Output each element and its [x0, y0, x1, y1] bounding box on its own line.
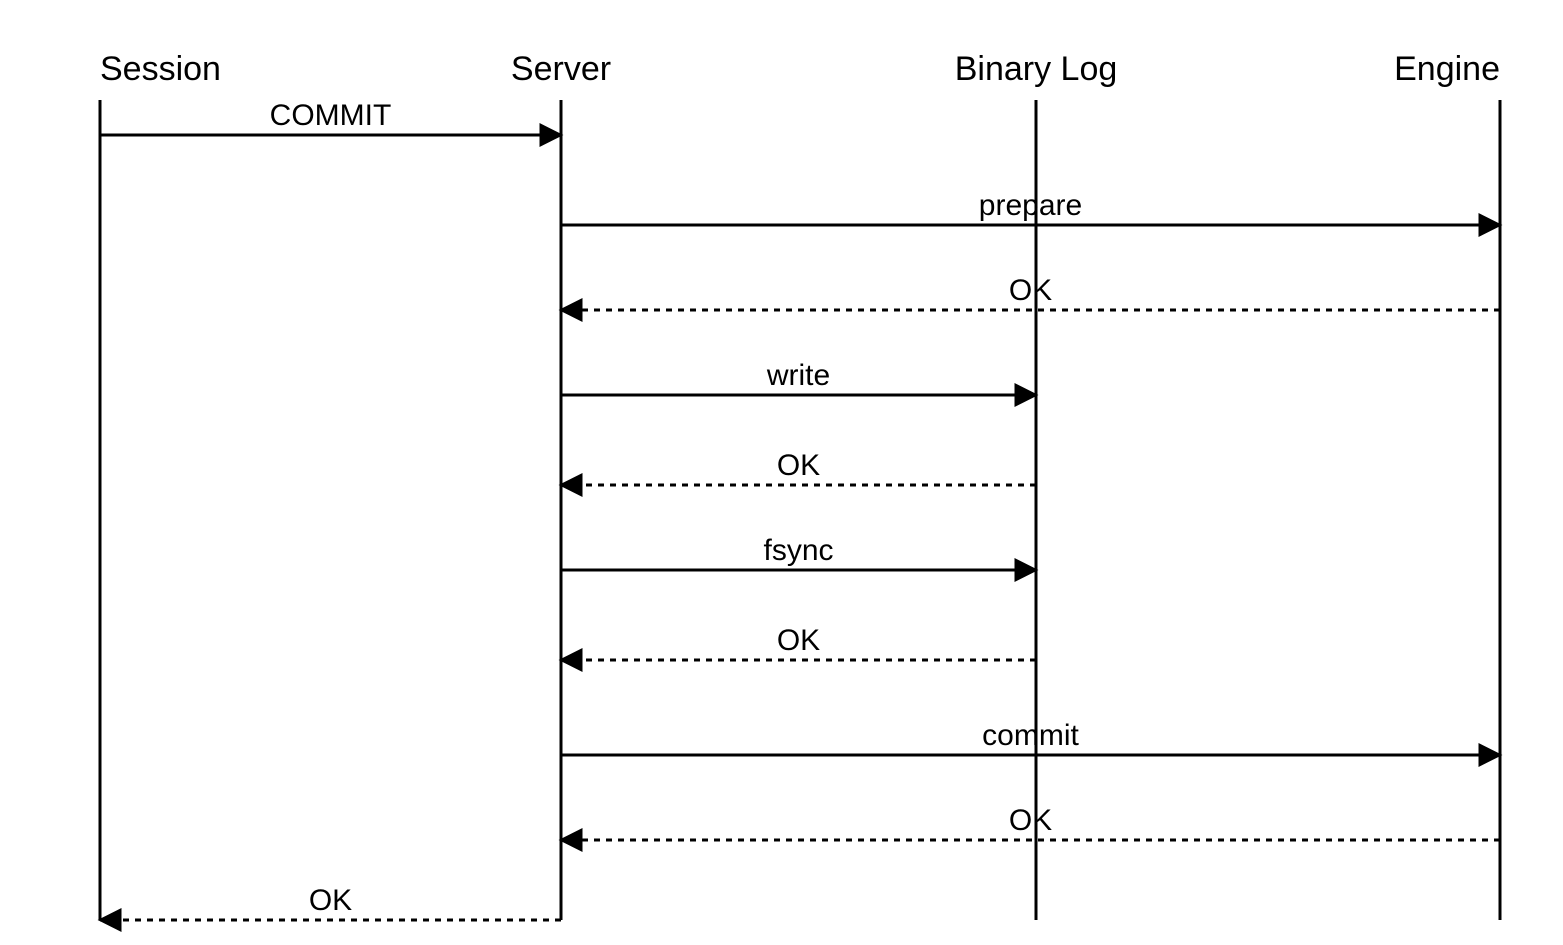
message-label-0: COMMIT: [270, 99, 392, 132]
participant-label-session: Session: [100, 50, 221, 88]
message-label-1: prepare: [979, 189, 1082, 222]
message-label-7: commit: [982, 719, 1079, 752]
message-label-4: OK: [777, 449, 820, 482]
message-label-3: write: [766, 359, 830, 392]
message-label-2: OK: [1009, 274, 1052, 307]
message-label-9: OK: [309, 884, 352, 917]
message-label-8: OK: [1009, 804, 1052, 837]
message-label-6: OK: [777, 624, 820, 657]
message-label-5: fsync: [763, 534, 833, 567]
sequence-diagram: Session Server Binary Log Engine COMMIT prepa…: [0, 0, 1563, 945]
participant-label-engine: Engine: [1394, 50, 1500, 88]
participant-label-binarylog: Binary Log: [955, 50, 1118, 88]
participant-label-server: Server: [511, 50, 611, 88]
